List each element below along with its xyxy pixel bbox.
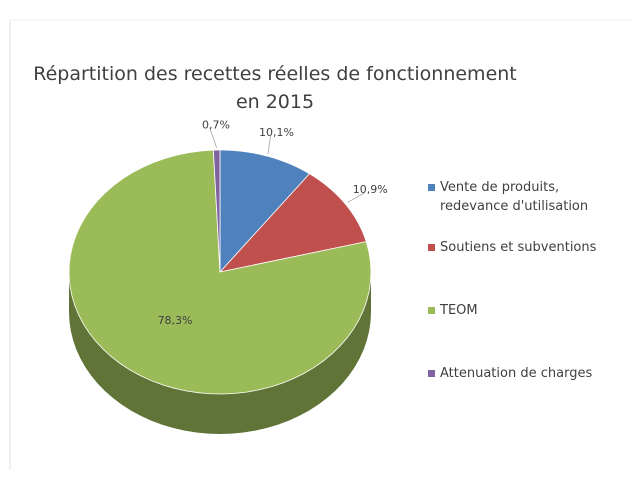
legend: Vente de produits, redevance d'utilisati… [428, 178, 628, 383]
legend-item: Vente de produits, redevance d'utilisati… [428, 178, 628, 216]
legend-swatch [428, 184, 435, 191]
legend-swatch [428, 370, 435, 377]
data-label: 10,9% [353, 183, 388, 196]
slice [212, 149, 221, 273]
legend-item: Soutiens et subventions [428, 238, 628, 257]
data-label: 78,3% [158, 314, 193, 327]
legend-swatch [428, 307, 435, 314]
slice [218, 173, 367, 273]
legend-label: TEOM [440, 303, 478, 318]
leader-line [209, 128, 217, 148]
data-label: 10,1% [259, 126, 294, 139]
legend-item: Attenuation de charges [428, 364, 628, 383]
legend-label: Attenuation de charges [440, 366, 593, 381]
legend-label: Soutiens et subventions [440, 240, 597, 255]
slice-side [69, 272, 371, 434]
data-label: 0,7% [202, 119, 230, 132]
leader-line [347, 192, 365, 203]
legend-label: Vente de produits, redevance d'utilisati… [440, 180, 589, 214]
legend-item: TEOM [428, 301, 628, 320]
chart-title: Répartition des recettes réelles de fonc… [33, 63, 517, 113]
legend-swatch [428, 244, 435, 251]
slice [219, 149, 311, 274]
leader-line [267, 135, 271, 154]
slice [68, 149, 372, 395]
